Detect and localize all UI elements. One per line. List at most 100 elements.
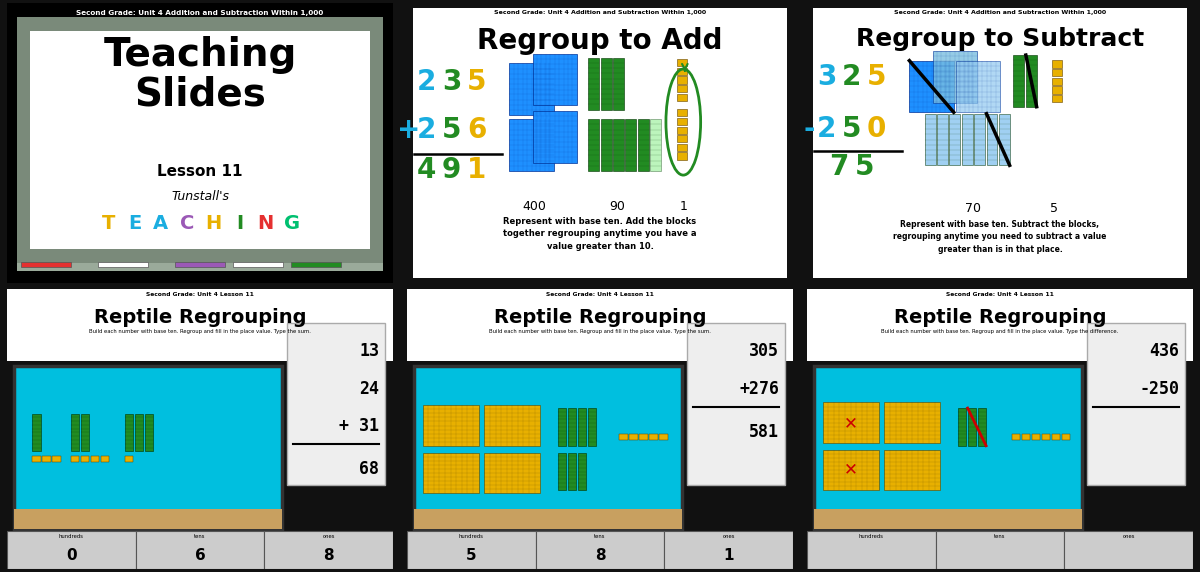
Bar (588, 408, 596, 446)
Text: Reptile Regrouping: Reptile Regrouping (94, 308, 306, 327)
Text: 436: 436 (1150, 342, 1180, 360)
Bar (588, 120, 599, 171)
Bar (485, 406, 540, 446)
Bar (509, 120, 553, 171)
Text: Build each number with base ten. Regroup and fill in the place value. Type the d: Build each number with base ten. Regroup… (881, 328, 1118, 333)
Bar (558, 408, 566, 446)
Text: 5: 5 (442, 117, 461, 145)
Text: 7: 7 (829, 153, 848, 181)
Text: 68: 68 (359, 460, 379, 478)
Text: Second Grade: Unit 4 Lesson 11: Second Grade: Unit 4 Lesson 11 (146, 292, 254, 297)
Text: 5: 5 (854, 153, 874, 181)
Bar (613, 58, 624, 109)
Text: Second Grade: Unit 4 Addition and Subtraction Within 1,000: Second Grade: Unit 4 Addition and Subtra… (894, 10, 1106, 15)
Bar (407, 289, 793, 360)
Bar (134, 414, 143, 451)
Bar (677, 85, 688, 92)
Bar (577, 452, 586, 490)
Bar (1052, 78, 1062, 85)
Text: Reptile Regrouping: Reptile Regrouping (894, 308, 1106, 327)
Bar (287, 323, 385, 485)
Text: hundreds: hundreds (458, 534, 484, 539)
Bar (125, 414, 133, 451)
Text: 4: 4 (416, 156, 436, 184)
Text: hundreds: hundreds (859, 534, 884, 539)
Bar (650, 120, 661, 171)
Text: A: A (154, 214, 168, 233)
Bar (936, 531, 1064, 569)
Bar (80, 414, 89, 451)
Bar (677, 126, 688, 134)
Bar (290, 262, 341, 267)
Text: 305: 305 (749, 342, 779, 360)
Bar (30, 31, 370, 249)
Bar (14, 366, 282, 530)
Bar (558, 452, 566, 490)
Bar (967, 408, 976, 446)
Bar (1064, 531, 1193, 569)
Text: G: G (283, 214, 300, 233)
Text: +: + (397, 117, 421, 145)
Bar (7, 531, 136, 569)
Bar (98, 262, 148, 267)
Text: Second Grade: Unit 4 Lesson 11: Second Grade: Unit 4 Lesson 11 (546, 292, 654, 297)
Bar (808, 531, 936, 569)
Text: T: T (102, 214, 115, 233)
Text: 24: 24 (359, 380, 379, 398)
Bar (568, 452, 576, 490)
Bar (588, 58, 599, 109)
Bar (1026, 55, 1037, 107)
Text: 8: 8 (323, 548, 334, 563)
Bar (808, 289, 1193, 360)
Text: 581: 581 (749, 423, 779, 441)
Bar (677, 135, 688, 142)
Text: Build each number with base ten. Regroup and fill in the place value. Type the s: Build each number with base ten. Regroup… (89, 328, 311, 333)
Text: 1: 1 (724, 548, 733, 563)
Bar (677, 59, 688, 66)
Text: 3: 3 (817, 63, 836, 92)
Text: -: - (803, 115, 815, 143)
Bar (533, 54, 577, 105)
Bar (978, 408, 986, 446)
Bar (625, 120, 636, 171)
Bar (665, 531, 793, 569)
Text: 2: 2 (842, 63, 862, 92)
Bar (71, 456, 79, 463)
Bar (640, 434, 648, 440)
Bar (568, 408, 576, 446)
Bar (7, 289, 392, 360)
Bar (32, 414, 41, 451)
Text: I: I (235, 214, 242, 233)
Bar (42, 456, 50, 463)
Bar (80, 456, 89, 463)
Bar (925, 114, 936, 165)
Bar (71, 414, 79, 451)
Bar (53, 456, 61, 463)
Bar (1032, 434, 1040, 440)
Bar (1042, 434, 1050, 440)
Bar (414, 509, 682, 530)
Bar (659, 434, 668, 440)
Bar (20, 262, 71, 267)
Text: 5: 5 (1050, 201, 1058, 214)
Bar (884, 403, 941, 443)
Bar (986, 114, 997, 165)
Bar (1014, 55, 1025, 107)
Text: N: N (258, 214, 274, 233)
Text: Lesson 11: Lesson 11 (157, 164, 242, 179)
Text: Second Grade: Unit 4 Addition and Subtraction Within 1,000: Second Grade: Unit 4 Addition and Subtra… (77, 10, 324, 17)
Text: ✕: ✕ (844, 415, 857, 432)
Text: 400: 400 (522, 200, 546, 213)
Text: ones: ones (323, 534, 335, 539)
Text: +276: +276 (739, 380, 779, 398)
Bar (686, 323, 785, 485)
Bar (1087, 323, 1186, 485)
Bar (823, 450, 878, 490)
Bar (535, 531, 665, 569)
Text: Second Grade: Unit 4 Lesson 11: Second Grade: Unit 4 Lesson 11 (946, 292, 1054, 297)
Text: C: C (180, 214, 194, 233)
Bar (91, 456, 100, 463)
Text: 9: 9 (442, 156, 461, 184)
Text: 6: 6 (467, 117, 486, 145)
Bar (1052, 61, 1062, 67)
